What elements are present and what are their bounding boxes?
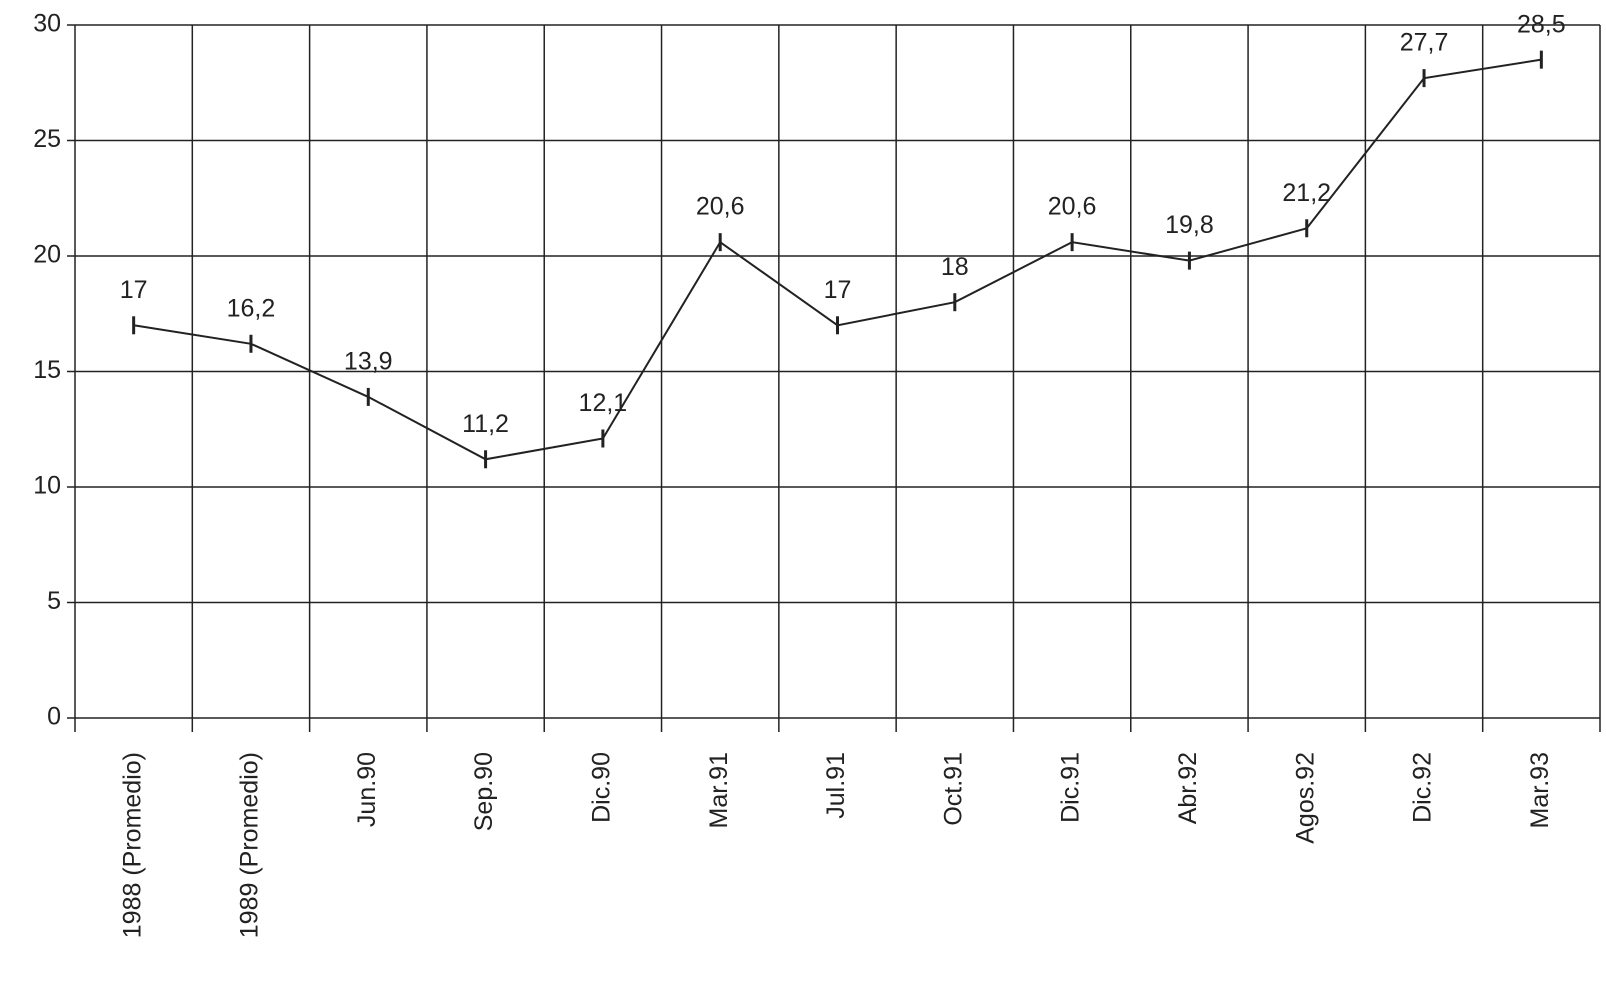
x-tick-label: Oct.91 (939, 752, 967, 826)
line (133, 58, 1542, 461)
x-tick-label: Mar.93 (1526, 752, 1554, 828)
y-tick-label: 15 (33, 356, 61, 384)
data-label: 12,1 (579, 389, 628, 417)
data-label: 17 (120, 276, 148, 304)
y-tick-label: 30 (33, 10, 61, 38)
y-tick-label: 10 (33, 472, 61, 500)
x-tick-label: 1988 (Promedio) (118, 752, 146, 938)
x-tick-label: Jul.91 (822, 752, 850, 819)
data-label: 19,8 (1165, 211, 1214, 239)
x-tick-label: Dic.90 (587, 752, 615, 823)
x-tick-label: Dic.91 (1057, 752, 1085, 823)
data-label: 27,7 (1400, 29, 1449, 57)
x-tick-label: Sep.90 (470, 752, 498, 831)
data-label: 18 (941, 253, 969, 281)
data-label: 13,9 (344, 348, 393, 376)
data-label: 21,2 (1282, 179, 1331, 207)
y-tick-label: 25 (33, 125, 61, 153)
x-tick-label: Dic.92 (1409, 752, 1437, 823)
data-label: 11,2 (462, 410, 509, 438)
x-tick-label: Abr.92 (1174, 752, 1202, 824)
y-tick-label: 0 (47, 703, 61, 731)
x-tick-label: 1989 (Promedio) (236, 752, 264, 938)
y-tick-label: 20 (33, 241, 61, 269)
x-tick-label: Agos.92 (1291, 752, 1319, 844)
x-tick-label: Mar.91 (705, 752, 733, 828)
data-label: 28,5 (1517, 10, 1566, 38)
data-label: 20,6 (696, 193, 745, 221)
y-tick-label: 5 (47, 587, 61, 615)
data-label: 16,2 (227, 294, 276, 322)
data-label: 20,6 (1048, 193, 1097, 221)
x-tick-label: Jun.90 (353, 752, 381, 827)
data-label: 17 (824, 276, 852, 304)
